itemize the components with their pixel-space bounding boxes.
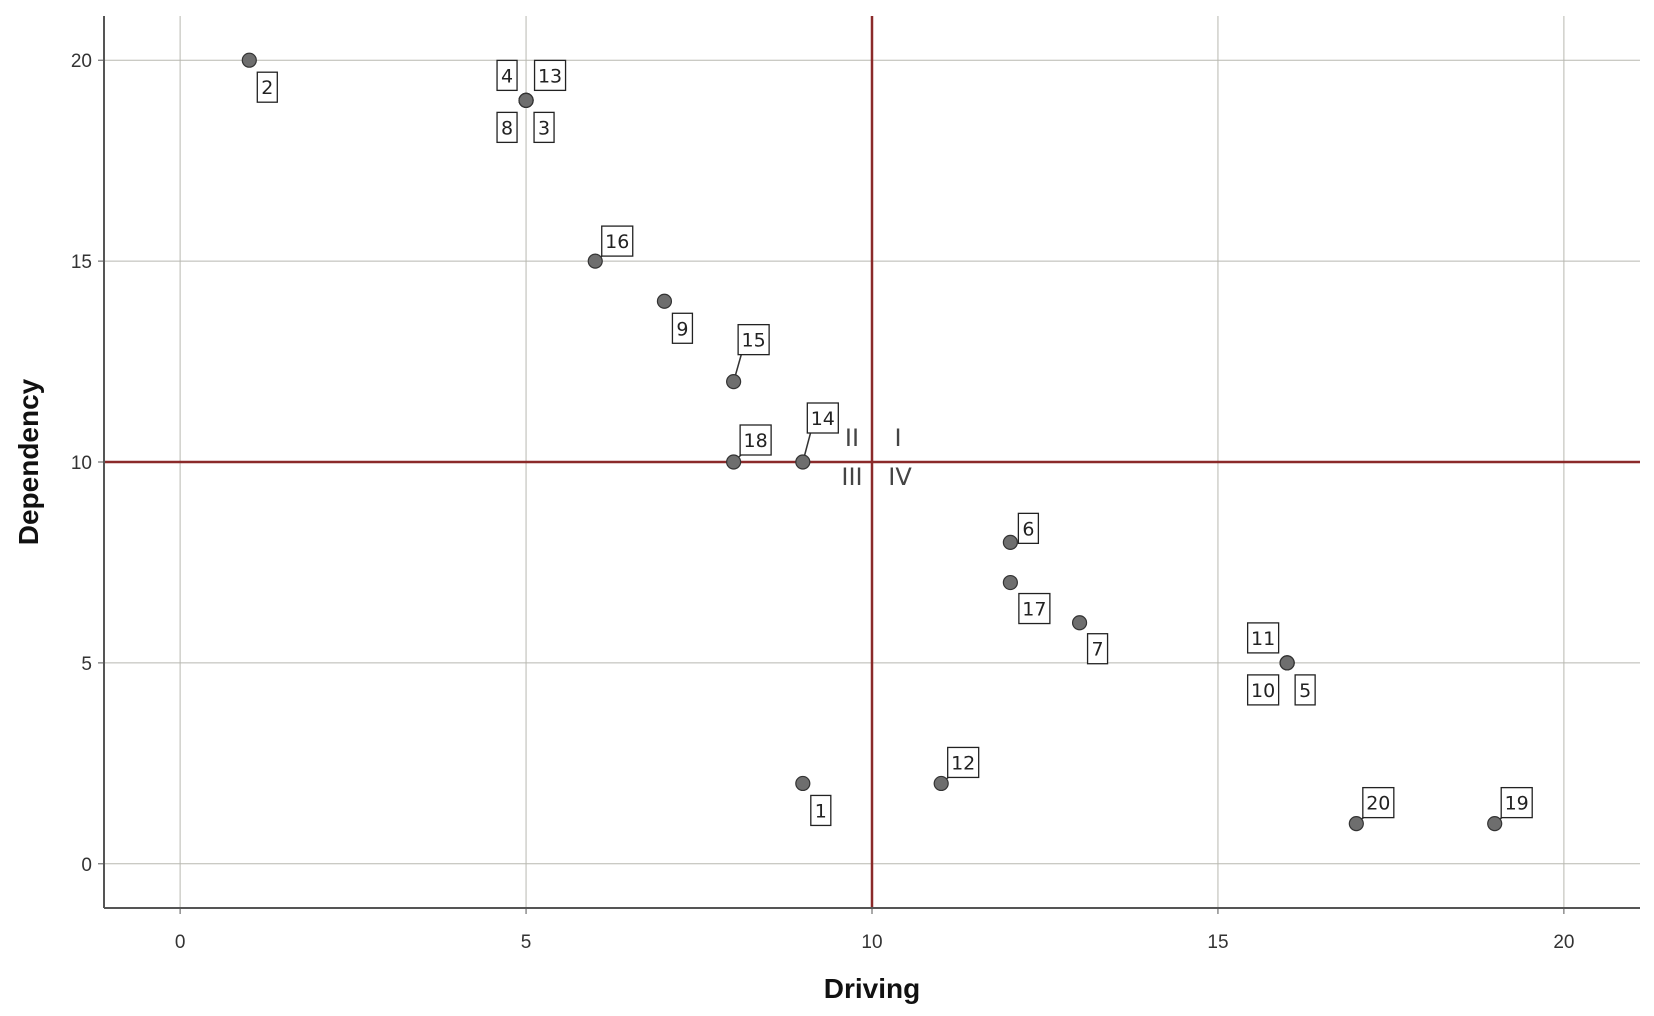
point-label-box: [1500, 786, 1533, 819]
data-point-1: [795, 775, 811, 792]
data-point-19: [1487, 816, 1503, 832]
data-point-13: [518, 92, 534, 108]
point-label-box: [1246, 622, 1280, 654]
x-tick-label: 20: [1553, 932, 1574, 953]
point-label-box: [601, 225, 634, 257]
point-label-box: [1018, 592, 1051, 625]
point-label-16: 16: [605, 231, 629, 253]
data-point-2: [241, 52, 257, 68]
point-label-14: 14: [811, 408, 835, 430]
point-label-box: [256, 71, 278, 103]
x-tick-label: 10: [861, 932, 882, 953]
point-label-box: [533, 59, 567, 92]
point-label-7: 7: [1092, 639, 1104, 661]
data-point-18: [726, 454, 742, 470]
point-label-box: [1086, 633, 1109, 665]
data-point-16: [587, 253, 603, 269]
leader-lines: [594, 252, 1506, 825]
point-label-box: [1362, 786, 1395, 819]
y-tick-label: 20: [71, 51, 92, 72]
point-label-15: 15: [742, 330, 766, 352]
point-label-4: 4: [501, 65, 513, 87]
reference-lines: [104, 16, 1640, 908]
data-point-20: [1348, 816, 1364, 832]
data-point-17: [1002, 574, 1018, 591]
point-label-1: 1: [815, 800, 827, 822]
quadrant-label-III: III: [841, 463, 862, 491]
x-axis-title: Driving: [824, 973, 920, 1004]
point-label-5: 5: [1299, 680, 1311, 702]
quadrant-label-II: II: [845, 424, 859, 452]
point-label-box: [810, 794, 832, 827]
x-tick-label: 15: [1207, 932, 1228, 953]
point-label-box: [496, 59, 518, 92]
x-tick-label: 5: [521, 932, 532, 953]
point-label-9: 9: [676, 318, 688, 340]
y-tick-label: 10: [71, 453, 92, 474]
y-tick-label: 5: [81, 654, 92, 675]
point-label-6: 6: [1022, 518, 1034, 540]
point-label-12: 12: [951, 752, 975, 774]
y-tick-label: 15: [71, 252, 92, 273]
point-label-20: 20: [1366, 793, 1390, 815]
data-point-7: [1071, 615, 1088, 631]
data-points: [241, 52, 1503, 832]
data-point-15: [726, 374, 742, 390]
point-label-box: [1294, 674, 1316, 706]
point-label-10: 10: [1251, 680, 1275, 702]
point-label-box: [1246, 674, 1280, 706]
point-label-box: [739, 424, 772, 456]
point-label-box: [806, 402, 839, 434]
point-label-box: [737, 323, 770, 356]
data-point-12: [933, 775, 949, 792]
point-label-box: [533, 111, 555, 144]
data-point-6: [1002, 534, 1018, 550]
data-point-14: [795, 454, 811, 470]
point-label-3: 3: [538, 117, 550, 139]
point-label-17: 17: [1022, 599, 1046, 621]
point-label-8: 8: [501, 117, 513, 139]
point-label-box: [1017, 512, 1040, 545]
quadrant-label-I: I: [894, 424, 901, 452]
point-label-box: [496, 111, 518, 144]
point-label-box: [947, 746, 980, 779]
quadrant-label-IV: IV: [888, 463, 912, 491]
point-label-2: 2: [261, 77, 273, 99]
data-point-11: [1279, 655, 1295, 671]
point-label-13: 13: [538, 65, 562, 87]
point-label-19: 19: [1505, 793, 1529, 815]
y-axis-title: Dependency: [13, 378, 44, 545]
point-label-box: [671, 312, 694, 344]
data-point-9: [656, 293, 673, 309]
y-tick-label: 0: [81, 855, 92, 876]
x-tick-label: 0: [175, 932, 186, 953]
point-label-11: 11: [1251, 628, 1275, 650]
point-label-18: 18: [744, 430, 768, 452]
